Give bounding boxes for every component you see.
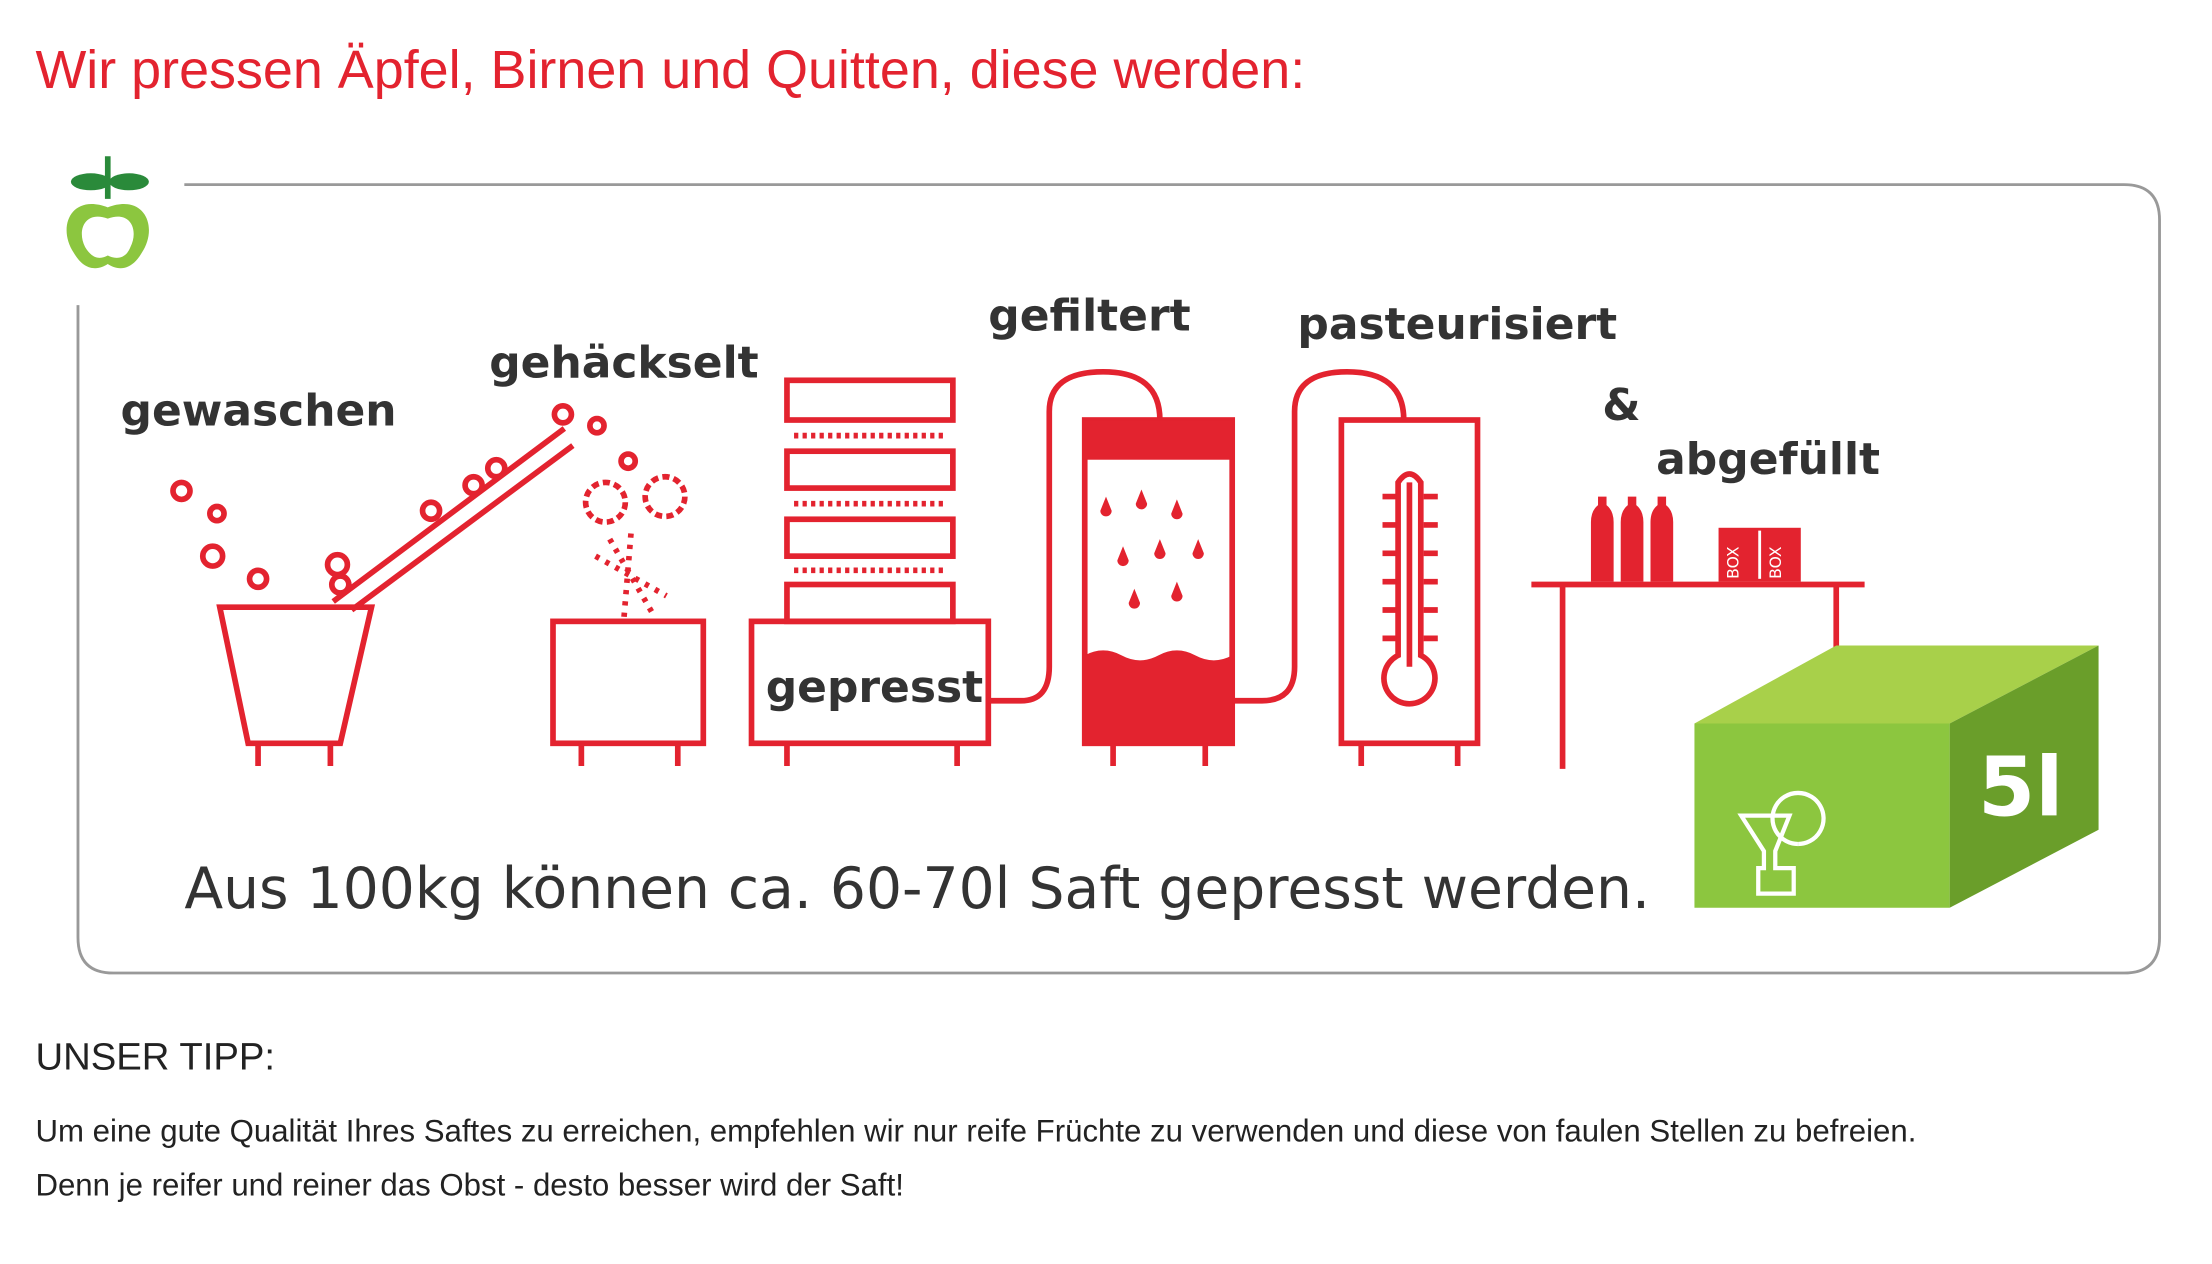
illustration-shape (578, 743, 681, 766)
illustration-shape (784, 581, 956, 625)
yield-note: Aus 100kg können ca. 60-70l Saft gepress… (184, 856, 1650, 922)
illustration-shape (988, 368, 1163, 704)
step-label: gewaschen (121, 386, 397, 437)
illustration-shape (109, 173, 149, 191)
illustration-shape (1590, 496, 1674, 582)
illustration-shape (794, 432, 948, 574)
page-title: Wir pressen Äpfel, Birnen und Quitten, d… (35, 40, 1305, 100)
illustration-shape (1737, 790, 1826, 896)
step-label: & (1602, 380, 1640, 431)
box-label: BOX (1724, 546, 1742, 579)
illustration-shape (550, 618, 707, 747)
illustration-shape (1110, 743, 1209, 766)
illustration-shape (618, 451, 639, 472)
bag-label: 5l (1978, 741, 2063, 836)
illustration-shape (1338, 417, 1481, 747)
illustration-shape (1100, 489, 1204, 609)
illustration-shape (1694, 645, 2099, 724)
illustration-shape (207, 503, 227, 524)
frame (76, 183, 2161, 975)
illustration-shape (594, 533, 668, 619)
illustration-shape (587, 415, 607, 436)
process-drawing (170, 368, 2099, 908)
illustration-shape (216, 604, 376, 766)
step-label: abgefüllt (1656, 434, 1880, 485)
illustration-shape (170, 479, 193, 503)
illustration-shape (199, 543, 226, 569)
illustration-shape (324, 551, 351, 578)
illustration-shape (331, 426, 575, 613)
step-label: gehäckselt (489, 337, 758, 388)
illustration-shape (642, 473, 688, 520)
illustration-shape (784, 448, 956, 491)
illustration-shape (784, 516, 956, 559)
illustration-shape (1382, 493, 1438, 642)
illustration-shape (1084, 650, 1233, 744)
illustration-shape (582, 479, 629, 525)
illustration-shape (1358, 743, 1461, 766)
illustration-shape (1084, 420, 1233, 460)
illustration-shape (70, 173, 111, 191)
step-label: gefiltert (988, 291, 1190, 342)
illustration-shape (419, 499, 443, 523)
illustration-shape (246, 567, 270, 591)
illustration-shape (784, 377, 956, 423)
illustration-shape (1232, 368, 1407, 704)
tip-title: UNSER TIPP: (35, 1035, 275, 1078)
illustration-shape (484, 456, 508, 480)
step-label: gepresst (766, 662, 983, 713)
tip-text: Um eine gute Qualität Ihres Saftes zu er… (35, 1114, 1916, 1149)
illustration-shape (81, 216, 134, 258)
illustration-shape (462, 473, 485, 497)
step-label: pasteurisiert (1297, 299, 1617, 350)
tip-text: Denn je reifer und reiner das Obst - des… (35, 1168, 903, 1203)
illustration-shape (1949, 645, 2099, 908)
illustration-shape (748, 618, 992, 747)
illustration-shape (784, 743, 960, 766)
illustration-shape (551, 403, 575, 426)
box-label: BOX (1767, 546, 1785, 579)
illustration-shape (1381, 471, 1438, 707)
apple-icon (66, 156, 149, 269)
illustration-shape (328, 573, 352, 596)
